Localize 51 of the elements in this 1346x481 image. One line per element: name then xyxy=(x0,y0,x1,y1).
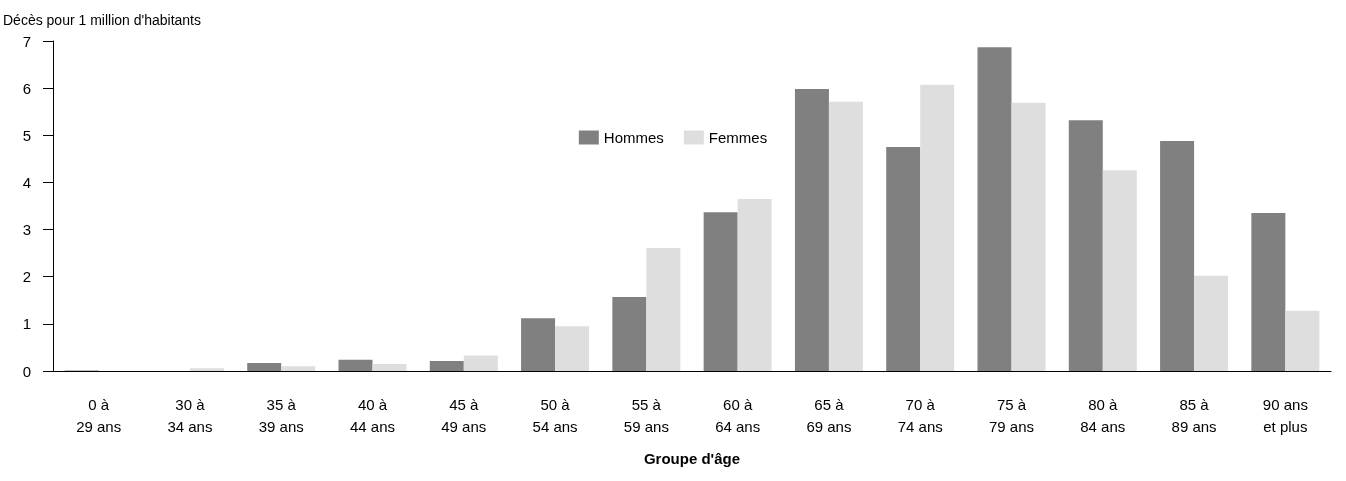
x-tick-label: 70 à 74 ans xyxy=(897,395,943,435)
x-tick-label: 55 à 59 ans xyxy=(623,395,669,435)
y-tick-label: 2 xyxy=(22,268,31,286)
bar xyxy=(281,366,316,371)
x-axis-title: Groupe d'âge xyxy=(643,450,741,467)
y-tick-label: 4 xyxy=(22,173,31,191)
bar xyxy=(612,296,647,371)
bar xyxy=(737,198,772,371)
bar xyxy=(521,318,556,371)
x-tick-label: 65 à 69 ans xyxy=(806,395,852,435)
x-tick-label: 30 à 34 ans xyxy=(167,395,213,435)
bar xyxy=(977,47,1012,371)
y-tick-label: 3 xyxy=(22,221,31,239)
bar xyxy=(828,101,863,371)
bar xyxy=(703,212,738,371)
y-axis-title: Décès pour 1 million d'habitants xyxy=(3,12,202,28)
y-tick-label: 1 xyxy=(22,315,31,333)
bar xyxy=(1285,310,1320,371)
bar xyxy=(1194,275,1229,371)
x-tick-label: 80 à 84 ans xyxy=(1080,395,1126,435)
bar xyxy=(429,361,464,371)
legend-label: Hommes xyxy=(603,129,664,146)
bar xyxy=(247,362,282,371)
bar xyxy=(646,247,681,371)
legend-label: Femmes xyxy=(708,129,768,146)
bar xyxy=(1251,213,1286,371)
bar xyxy=(338,359,373,371)
bar xyxy=(189,368,224,371)
x-tick-label: 0 à 29 ans xyxy=(76,395,122,435)
x-tick-label: 90 ans et plus xyxy=(1262,395,1308,435)
bar xyxy=(1011,102,1046,371)
x-tick-label: 75 à 79 ans xyxy=(988,395,1035,435)
bar xyxy=(794,89,829,371)
x-tick-label: 50 à 54 ans xyxy=(532,395,578,435)
x-tick-label: 60 à 64 ans xyxy=(715,395,761,435)
bar xyxy=(555,326,590,371)
y-tick-label: 0 xyxy=(22,362,31,380)
bar xyxy=(886,147,921,371)
x-tick-label: 40 à 44 ans xyxy=(349,395,396,435)
bar xyxy=(920,84,955,371)
x-tick-label: 85 à 89 ans xyxy=(1171,395,1217,435)
bar xyxy=(1160,140,1195,371)
bar xyxy=(463,355,498,371)
y-tick-label: 6 xyxy=(22,79,31,97)
y-tick-label: 7 xyxy=(22,32,31,50)
x-tick-label: 45 à 49 ans xyxy=(441,395,487,435)
y-tick-label: 5 xyxy=(22,126,31,144)
bar xyxy=(1068,120,1103,371)
bar xyxy=(372,363,407,371)
x-tick-label: 35 à 39 ans xyxy=(258,395,304,435)
bar xyxy=(1102,170,1137,371)
